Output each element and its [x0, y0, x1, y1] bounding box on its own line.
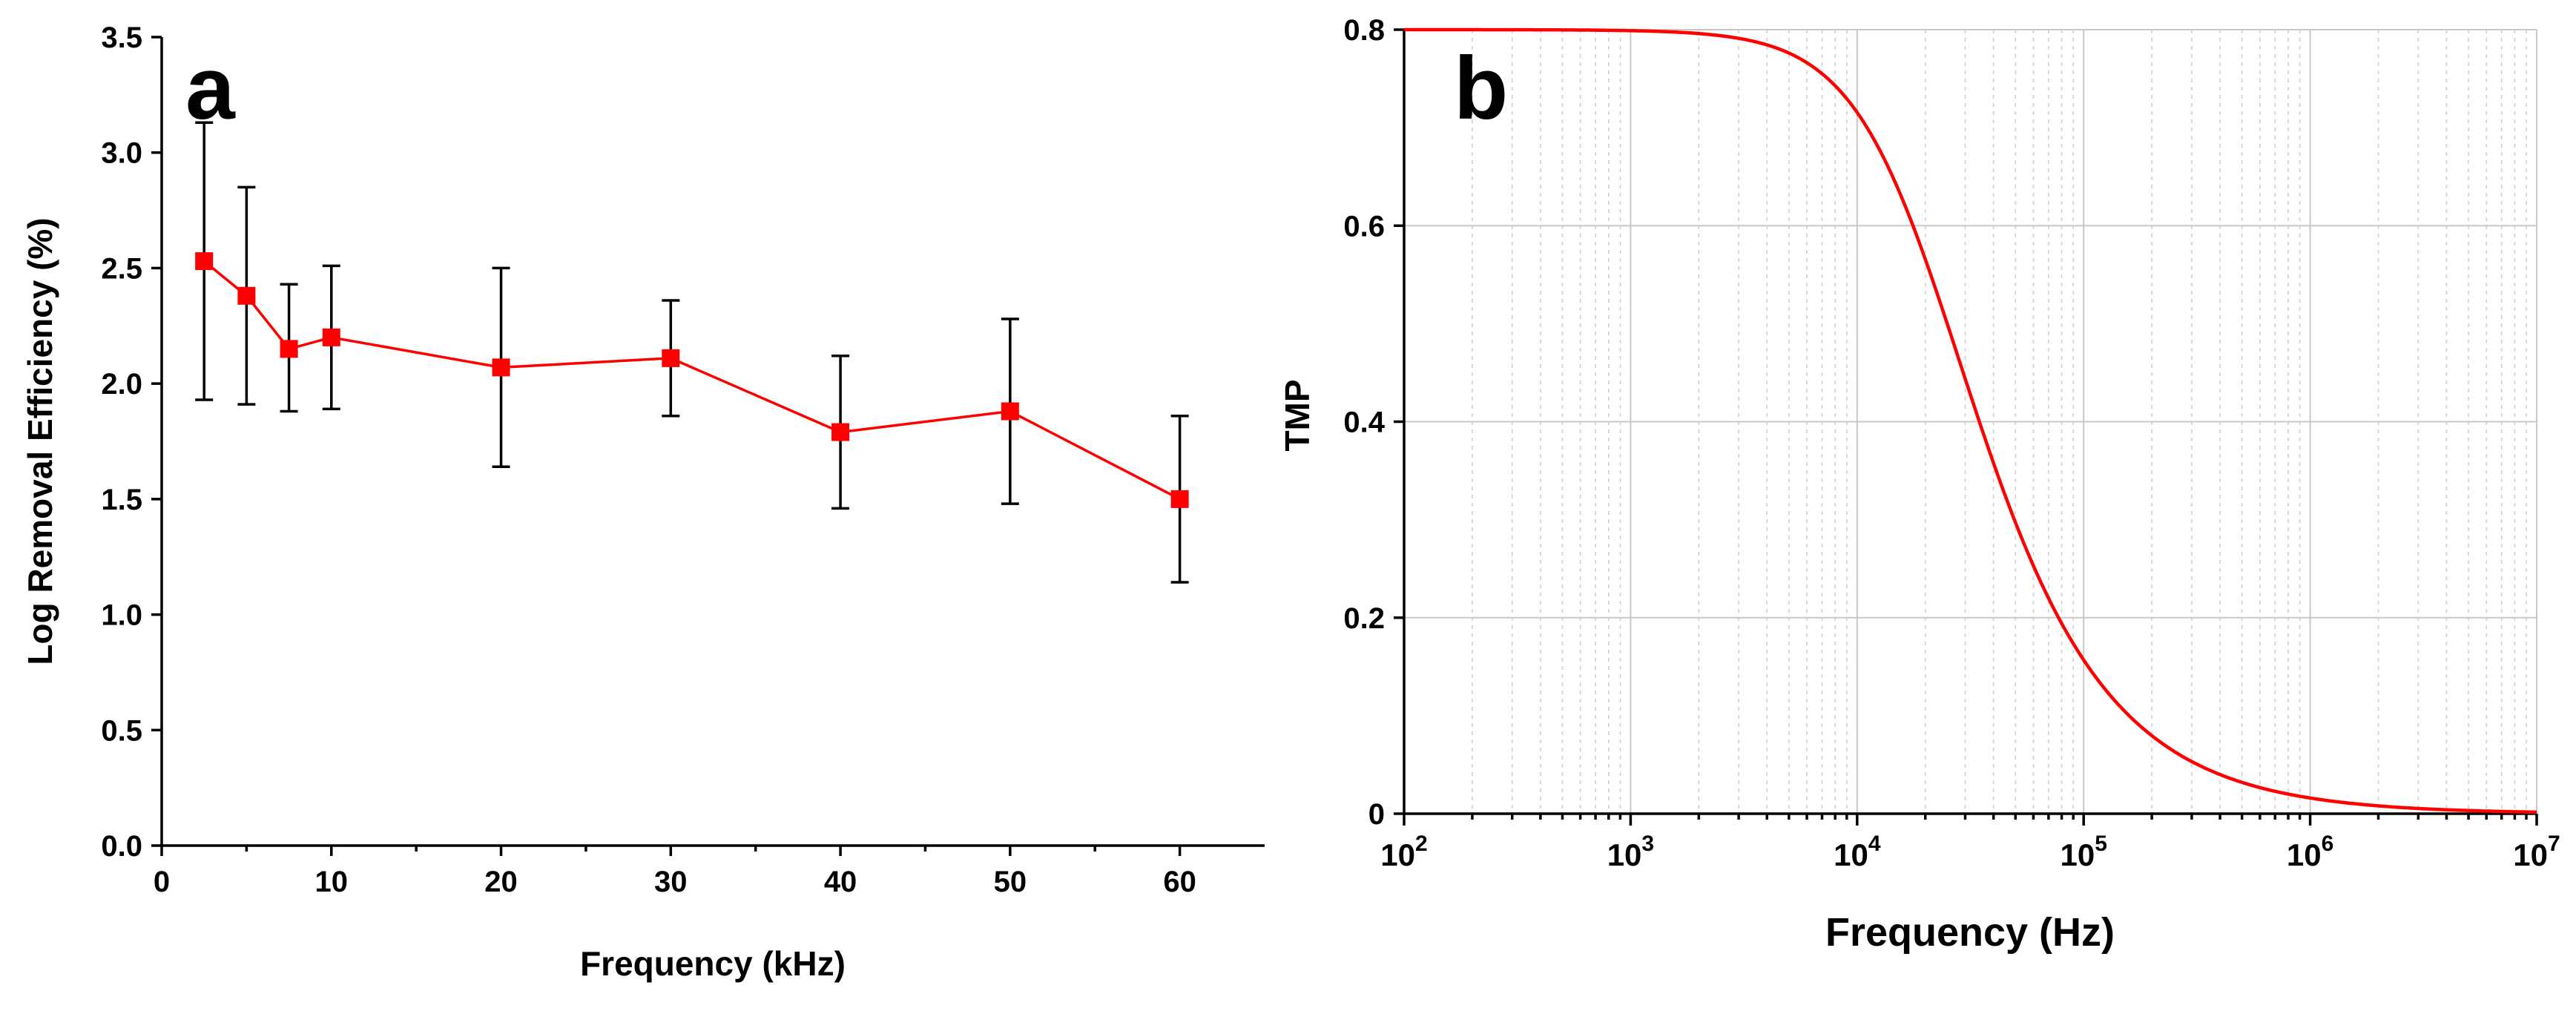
panel-a-data-point [662, 349, 680, 367]
panel-b-series-curve [1404, 27, 2537, 814]
panel-a-x-tick-label: 40 [824, 866, 857, 898]
panel-b-label: b [1454, 39, 1508, 138]
panel-a-data-point [322, 328, 340, 346]
panel-b-x-tick-label: 107 [2513, 831, 2560, 872]
panel-a-data-point [492, 358, 510, 377]
panel-b-ticks: 102 103 104 105 106 107 0 0.2 0.4 0.6 0.8 [1343, 14, 2560, 872]
panel-a-data-point [237, 286, 256, 305]
panel-a-x-tick-label: 30 [654, 866, 688, 898]
panel-a-x-tick-label: 50 [994, 866, 1027, 898]
panel-b-y-tick-label: 0.2 [1343, 602, 1385, 635]
panel-a-y-tick-label: 0.0 [101, 830, 142, 863]
panel-a-x-axis-label: Frequency (kHz) [580, 944, 846, 983]
panel-a-data-point [195, 252, 214, 271]
panel-a-data-point [1170, 490, 1189, 508]
panel-b-y-tick-label: 0.8 [1343, 14, 1385, 47]
panel-b-x-tick-label: 104 [1834, 831, 1881, 872]
panel-a-label: a [185, 39, 236, 138]
panel-a-y-axis-label: Log Removal Efficiency (%) [21, 217, 59, 665]
panel-b: 102 103 104 105 106 107 0 0.2 0.4 0.6 0.8 b Freque… [1278, 14, 2560, 955]
panel-a-y-tick-label: 2.0 [101, 368, 142, 401]
panel-b-series [1404, 27, 2537, 814]
panel-a-y-tick-label: 3.0 [101, 137, 142, 170]
panel-b-y-axis-label: TMP [1278, 379, 1317, 451]
panel-b-y-tick-label: 0 [1368, 798, 1385, 831]
panel-a-y-tick-label: 1.0 [101, 599, 142, 632]
panel-b-x-tick-label: 106 [2287, 831, 2333, 872]
panel-a-data-point [280, 340, 298, 358]
panel-a-series [195, 121, 1189, 584]
panel-a-data-point [831, 423, 850, 441]
panel-a-y-tick-label: 0.5 [101, 714, 142, 747]
panel-a-series-line [203, 260, 1181, 501]
panel-a-y-tick-label: 1.5 [101, 484, 142, 516]
panel-a-ticks: 0 10 20 30 40 50 60 0.0 0.5 1.0 1.5 2.0 2.5 3.0 3.5 [101, 22, 1196, 898]
panel-a-y-tick-label: 2.5 [101, 252, 142, 285]
panel-a: 0 10 20 30 40 50 600.00.51.01.52.02.53.03.5 a … [21, 22, 1265, 983]
panel-a-x-tick-label: 60 [1163, 866, 1196, 898]
panel-b-y-tick-label: 0.6 [1343, 210, 1385, 243]
panel-a-x-tick-label: 20 [484, 866, 518, 898]
panel-b-x-tick-label: 103 [1607, 831, 1654, 872]
panel-b-grid [1403, 29, 2537, 814]
panel-a-x-tick-label: 0 [154, 866, 170, 898]
panel-b-y-tick-label: 0.4 [1343, 406, 1385, 439]
panel-b-x-axis-label: Frequency (Hz) [1825, 910, 2115, 955]
panel-b-x-tick-label: 105 [2060, 831, 2106, 872]
panel-a-x-tick-label: 10 [315, 866, 349, 898]
panel-b-x-tick-label: 102 [1380, 831, 1427, 872]
panel-a-y-tick-label: 3.5 [101, 22, 142, 54]
panel-a-data-point [1001, 402, 1019, 421]
